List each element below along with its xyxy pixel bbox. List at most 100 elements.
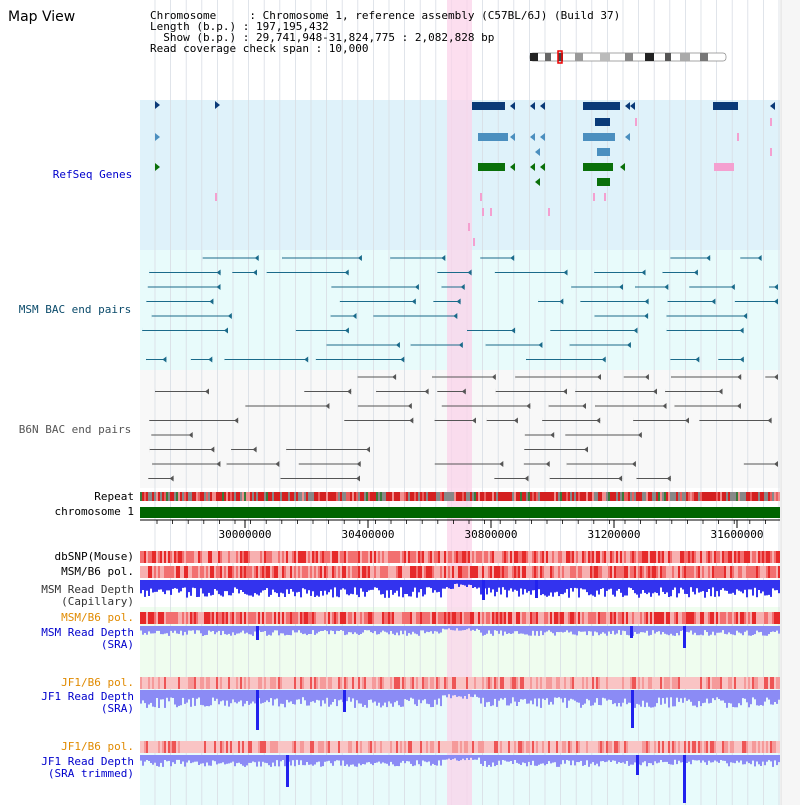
depth-bar <box>640 755 642 766</box>
heat-cell <box>688 741 690 753</box>
ideogram-position-marker[interactable] <box>557 50 563 64</box>
heat-cell <box>176 677 178 689</box>
repeat-segment <box>704 492 706 501</box>
heat-cell <box>240 551 242 563</box>
heat-cell <box>758 566 760 578</box>
depth-bar <box>384 690 386 703</box>
heat-cell <box>524 741 526 753</box>
depth-bar <box>254 626 256 632</box>
heat-cell <box>734 612 736 624</box>
heat-cell <box>494 551 496 563</box>
heat-cell <box>636 741 638 753</box>
msm-b6-pol-track-1[interactable] <box>140 566 780 578</box>
heat-cell <box>470 741 472 753</box>
repeat-segment <box>546 492 548 501</box>
depth-bar <box>432 580 434 593</box>
msm-bac-track[interactable] <box>142 255 778 363</box>
depth-bar <box>314 755 316 765</box>
heat-cell <box>616 566 618 578</box>
bac-end-marker <box>524 475 529 482</box>
heat-cell <box>368 741 370 753</box>
heat-cell <box>554 612 556 624</box>
refseq-genes-track[interactable] <box>155 101 775 246</box>
heat-cell <box>608 741 610 753</box>
heat-cell <box>722 612 724 624</box>
gene-feature <box>583 133 615 141</box>
depth-bar <box>192 626 194 631</box>
msm-depth-capillary-track[interactable] <box>140 580 780 600</box>
msm-b6-pol-track-2[interactable] <box>140 612 780 624</box>
heat-cell <box>154 741 156 753</box>
heat-cell <box>142 566 144 578</box>
msm-depth-sra-track[interactable] <box>140 626 780 648</box>
depth-bar <box>418 626 420 636</box>
depth-bar <box>422 755 424 761</box>
heat-cell <box>380 612 382 624</box>
axis-tick-label: 30800000 <box>465 528 518 541</box>
heat-cell <box>776 612 778 624</box>
repeat-segment <box>500 492 502 501</box>
heat-cell <box>246 677 248 689</box>
heat-cell <box>694 741 696 753</box>
heat-cell <box>438 741 440 753</box>
depth-bar <box>486 580 488 595</box>
heat-cell <box>262 566 264 578</box>
depth-bar <box>766 580 768 596</box>
depth-bar <box>226 690 228 701</box>
depth-bar <box>450 580 452 589</box>
heat-cell <box>628 741 630 753</box>
depth-bar <box>262 755 264 762</box>
heat-cell <box>390 741 392 753</box>
heat-cell <box>696 566 698 578</box>
depth-bar <box>556 626 558 632</box>
depth-bar <box>724 755 726 761</box>
depth-bar <box>368 755 370 763</box>
depth-bar <box>348 580 350 596</box>
gene-arrow <box>155 133 160 141</box>
heat-cell <box>314 741 316 753</box>
heat-cell <box>442 677 444 689</box>
heat-cell <box>768 566 770 578</box>
heat-cell <box>498 677 500 689</box>
right-scroll-strip[interactable] <box>781 0 800 805</box>
heat-cell <box>234 741 236 753</box>
heat-cell <box>560 677 562 689</box>
depth-bar <box>432 626 434 634</box>
depth-bar <box>472 690 474 698</box>
depth-bar <box>280 580 282 593</box>
depth-bar <box>144 755 146 762</box>
depth-bar <box>522 580 524 595</box>
heat-cell <box>458 551 460 563</box>
heat-cell <box>568 741 570 753</box>
repeat-segment <box>362 492 364 501</box>
heat-cell <box>298 741 300 753</box>
jf1-depth-sra-track[interactable] <box>140 690 780 730</box>
repeat-segment <box>718 492 720 501</box>
depth-bar <box>158 580 160 590</box>
heat-cell <box>214 741 216 753</box>
repeat-track[interactable] <box>140 492 780 501</box>
heat-cell <box>444 741 446 753</box>
repeat-segment <box>200 492 202 501</box>
heat-cell <box>590 741 592 753</box>
jf1-b6-pol-track-1[interactable] <box>140 677 780 689</box>
bac-end-marker <box>209 298 214 305</box>
heat-cell <box>446 551 448 563</box>
heat-cell <box>346 612 348 624</box>
jf1-b6-pol-track-2[interactable] <box>140 741 780 753</box>
depth-bar <box>376 580 378 588</box>
repeat-segment <box>372 492 374 501</box>
heat-cell <box>322 677 324 689</box>
repeat-segment <box>618 492 620 501</box>
dbsnp-track[interactable] <box>140 551 780 563</box>
heat-cell <box>670 612 672 624</box>
depth-bar <box>732 690 734 707</box>
depth-bar <box>326 755 328 762</box>
heat-cell <box>348 677 350 689</box>
repeat-segment <box>742 492 744 501</box>
heat-cell <box>632 677 634 689</box>
depth-bar <box>300 626 302 633</box>
b6n-bac-track[interactable] <box>148 374 778 482</box>
bac-end-marker <box>513 417 518 424</box>
jf1-depth-trimmed-track[interactable] <box>140 755 780 803</box>
